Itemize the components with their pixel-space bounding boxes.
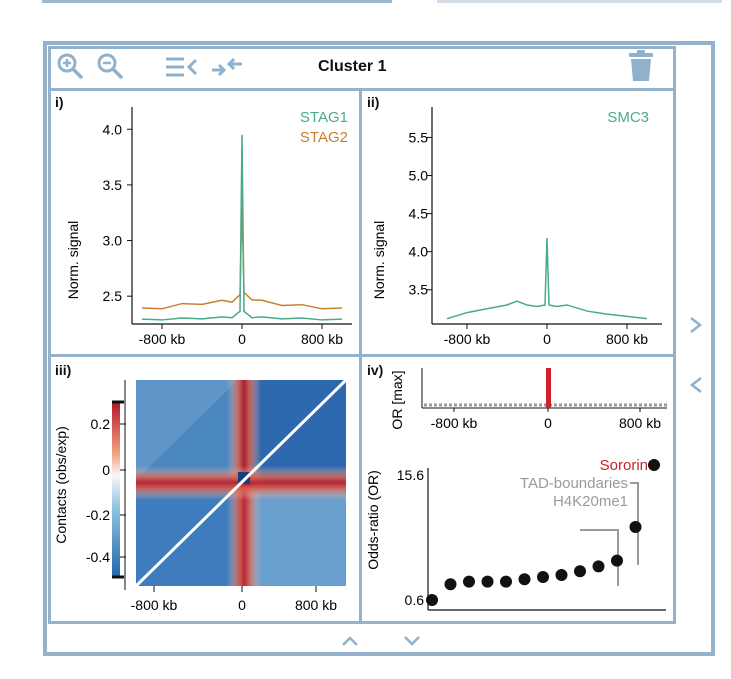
- or-point: [555, 568, 568, 581]
- panel-i-xtick: 0: [238, 331, 246, 347]
- smc3-line: [446, 237, 648, 320]
- scroll-up-button[interactable]: [340, 634, 360, 653]
- panel-ii-ytick: 5.0: [409, 168, 429, 184]
- panel-ii-xtick: -800 kb: [444, 331, 491, 347]
- cluster-title: Cluster 1: [318, 58, 387, 75]
- colorbar-tick: -0.2: [86, 507, 110, 523]
- panel-iii-ylabel: Contacts (obs/exp): [53, 426, 69, 544]
- heatmap-diagonal: [134, 378, 348, 588]
- or-point: [463, 575, 475, 588]
- zoom-out-button[interactable]: [96, 52, 124, 85]
- panel-ii-xtick: 800 kb: [606, 331, 648, 347]
- chevron-left-icon: [689, 377, 702, 393]
- or-point: [592, 560, 605, 573]
- top-scroll-indicator: [42, 0, 722, 4]
- panel-ii-ytick: 3.5: [409, 282, 429, 298]
- scroll-down-button[interactable]: [402, 634, 422, 653]
- annot-sororin: Sororin: [600, 457, 648, 474]
- panel-i-chart: Norm. signal 4.0 3.5 3.0 2.5 -800 kb 0 800 kb…: [65, 107, 352, 347]
- panel-iv-ylabel: Odds-ratio (OR): [365, 470, 381, 570]
- or-point: [481, 575, 494, 588]
- colorbar: [112, 402, 120, 577]
- panel-i-xtick: -800 kb: [139, 331, 186, 347]
- chevron-right-icon: [690, 317, 703, 333]
- or-xtick: 0: [544, 415, 552, 431]
- header-divider: [48, 88, 676, 91]
- annot-h4k20: H4K20me1: [553, 493, 628, 510]
- column-divider: [359, 88, 362, 624]
- annot-tad: TAD-boundaries: [520, 475, 628, 492]
- merge-arrows-icon: [212, 57, 242, 77]
- panel-ii-label: ii): [367, 94, 380, 110]
- heatmap-xtick: 800 kb: [295, 597, 337, 613]
- panel-i-ytick: 2.5: [103, 288, 123, 304]
- or-point: [537, 571, 549, 584]
- or-point: [444, 578, 457, 591]
- row-divider: [48, 354, 676, 357]
- zoom-in-icon: [57, 53, 83, 79]
- panel-iii-chart: Contacts (obs/exp) 0.2 0 -0.2 -0.4 -800 kb 0…: [53, 378, 348, 613]
- collapse-list-button[interactable]: [164, 56, 198, 83]
- chevron-down-icon: [404, 636, 420, 646]
- or-xtick: 800 kb: [619, 415, 661, 431]
- or-point: [518, 573, 531, 586]
- panel-ii-ytick: 5.5: [409, 129, 429, 145]
- panel-i-xtick: 800 kb: [301, 331, 343, 347]
- chevron-up-icon: [342, 636, 358, 646]
- stag1-line: [141, 134, 343, 321]
- or-point: [574, 565, 586, 578]
- colorbar-tick: -0.4: [86, 549, 110, 565]
- or-ymax: 15.6: [397, 467, 424, 483]
- colorbar-tick: 0: [102, 462, 110, 478]
- or-xtick: -800 kb: [431, 415, 478, 431]
- heatmap-xtick: -800 kb: [131, 597, 178, 613]
- prev-cluster-button[interactable]: [688, 376, 704, 399]
- collapse-list-icon: [166, 57, 198, 77]
- panel-ii-chart: Norm. signal 5.5 5.0 4.5 4.0 3.5 -800 kb 0 800…: [371, 107, 662, 347]
- or-ymin: 0.6: [405, 592, 425, 608]
- panel-ii-ylabel: Norm. signal: [371, 221, 387, 300]
- panel-iv-top-ylabel: OR [max]: [389, 370, 405, 429]
- legend-stag2: STAG2: [300, 129, 348, 146]
- trash-icon: [629, 50, 653, 81]
- panel-i-ylabel: Norm. signal: [65, 221, 81, 300]
- panel-i-ytick: 4.0: [103, 121, 123, 137]
- panel-i-ytick: 3.0: [103, 233, 123, 249]
- zoom-in-button[interactable]: [56, 52, 84, 85]
- or-point: [611, 554, 623, 567]
- panel-i-label: i): [55, 94, 64, 110]
- or-point: [500, 575, 512, 588]
- or-point: [426, 594, 438, 606]
- panel-i-ytick: 3.5: [103, 177, 123, 193]
- stag2-line: [141, 201, 343, 310]
- or-point: [648, 459, 660, 471]
- legend-stag1: STAG1: [300, 109, 348, 126]
- merge-button[interactable]: [210, 56, 244, 83]
- panel-ii-xtick: 0: [543, 331, 551, 347]
- next-cluster-button[interactable]: [688, 316, 704, 339]
- delete-button[interactable]: [628, 50, 654, 87]
- panel-iii-label: iii): [55, 362, 72, 378]
- legend-smc3: SMC3: [607, 109, 649, 126]
- heatmap-xtick: 0: [238, 597, 246, 613]
- colorbar-tick: 0.2: [91, 416, 111, 432]
- or-peak-bar: [546, 368, 551, 408]
- or-point: [629, 521, 642, 534]
- panel-iv-chart: OR [max] -800 kb 0 800 kb Odds-ratio (OR) …: [365, 368, 667, 611]
- panel-ii-ytick: 4.5: [409, 206, 429, 222]
- panel-iv-label: iv): [367, 362, 384, 378]
- cluster-inner-frame: [48, 46, 676, 624]
- zoom-out-icon: [97, 53, 123, 79]
- panel-ii-ytick: 4.0: [409, 244, 429, 260]
